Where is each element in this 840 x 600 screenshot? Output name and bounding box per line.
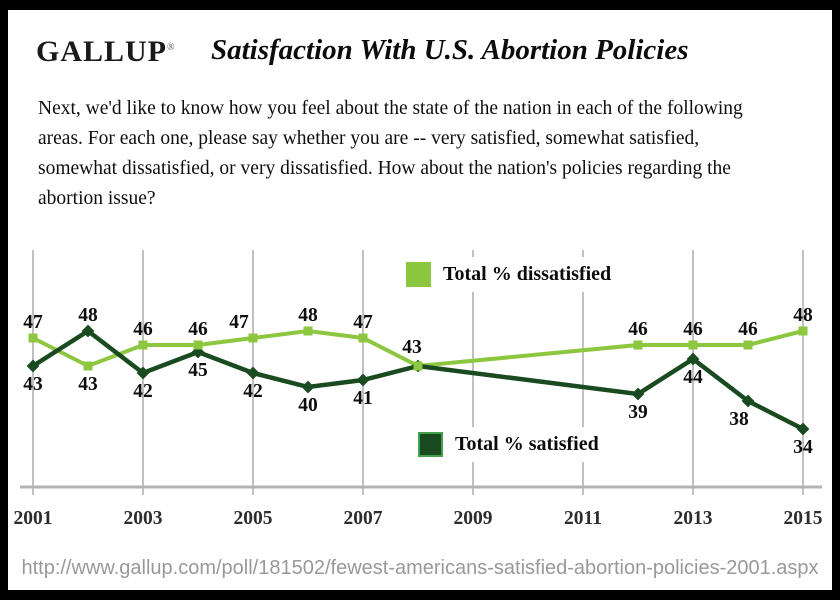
dissatisfied-markers [28,326,808,371]
data-label: 47 [23,312,43,333]
data-labels: 47 43 48 43 46 42 46 45 47 42 48 40 47 41 43 46 39 46 44 46… [23,305,813,458]
x-tick-label: 2007 [344,508,383,529]
x-tick-label: 2013 [674,508,713,529]
dissatisfied-line [32,328,804,369]
data-label: 46 [738,319,758,340]
legend-dissatisfied: Total % dissatisfied [400,257,624,292]
source-url: http://www.gallup.com/poll/181502/fewest… [21,557,819,579]
satisfied-line [31,328,805,432]
x-tick-label: 2001 [14,508,53,529]
dissatisfied-swatch-icon [406,262,431,287]
gallup-logo: GALLUP® [36,35,176,69]
data-label: 43 [23,374,43,395]
x-tick-labels: 2001 2003 2005 2007 2009 2011 2013 2015 [14,508,823,529]
x-tick-label: 2005 [234,508,273,529]
x-tick-label: 2009 [454,508,493,529]
data-label: 46 [683,319,703,340]
data-label: 46 [628,319,648,340]
page-title: Satisfaction With U.S. Abortion Policies [211,34,689,66]
registered-trademark-icon: ® [167,42,176,53]
data-label: 40 [298,395,318,416]
data-label: 38 [729,409,749,430]
data-label: 47 [353,312,373,333]
page: 2001 2003 2005 2007 2009 2011 2013 2015 47 43 48 43… [8,10,832,590]
data-label: 48 [78,305,98,326]
legend-satisfied: Total % satisfied [412,427,611,462]
data-label: 45 [188,360,208,381]
data-label: 39 [628,402,648,423]
legend-dissatisfied-label: Total % dissatisfied [443,263,612,285]
data-label: 46 [188,319,208,340]
x-tick-label: 2011 [564,508,602,529]
satisfied-swatch-icon [418,432,443,457]
data-label: 34 [793,437,813,458]
survey-question: Next, we'd like to know how you feel abo… [38,98,743,209]
data-label: 48 [298,305,318,326]
data-label: 43 [402,337,422,358]
data-label: 41 [353,388,373,409]
data-label: 43 [78,374,98,395]
x-tick-label: 2015 [784,508,823,529]
legend-satisfied-label: Total % satisfied [455,433,599,455]
x-tick-label: 2003 [124,508,163,529]
data-label: 48 [793,305,813,326]
data-label: 42 [243,381,263,402]
data-label: 44 [683,367,703,388]
data-label: 42 [133,381,153,402]
data-label: 46 [133,319,153,340]
data-label: 47 [229,312,249,333]
gallup-logo-text: GALLUP [36,35,168,68]
